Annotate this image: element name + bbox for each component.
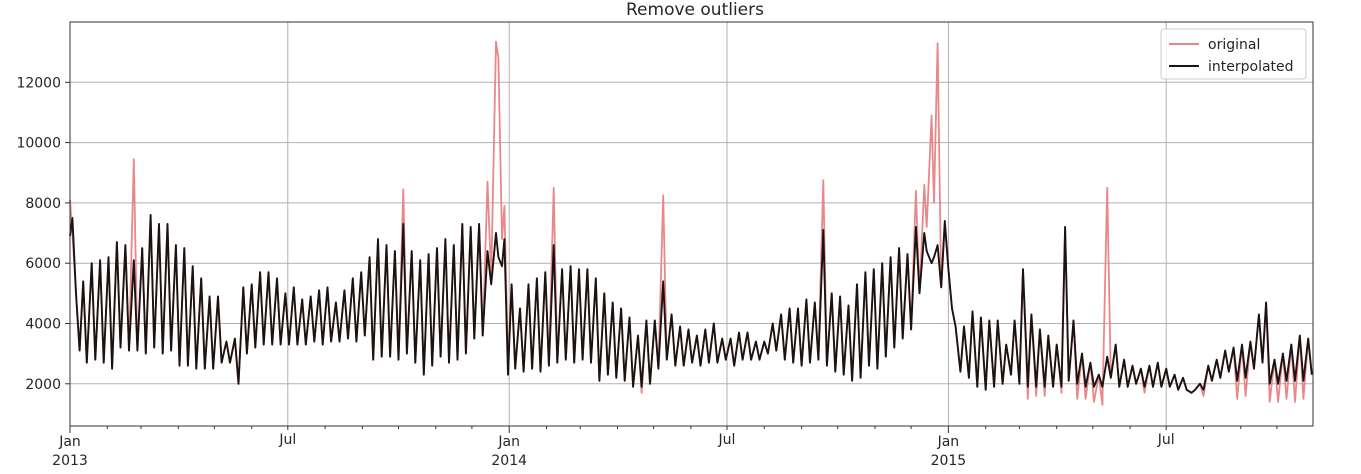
y-tick-label: 12000 <box>16 75 61 91</box>
series-layer <box>69 40 1313 406</box>
x-tick-year-label: 2014 <box>491 453 527 469</box>
series-line-interpolated <box>69 214 1313 394</box>
axes: 2000 4000 6000 8000 10000 12000 Jan 2013 Jul Jan 2… <box>16 75 1278 469</box>
x-tick-label: Jul <box>1157 432 1175 448</box>
x-tick-label: Jan <box>937 434 960 450</box>
chart-title: Remove outliers <box>626 0 764 20</box>
y-tick-label: 4000 <box>25 316 61 332</box>
legend-label-original: original <box>1208 37 1260 53</box>
x-tick-label: Jan <box>497 434 520 450</box>
y-tick-label: 8000 <box>25 196 61 212</box>
y-tick-label: 6000 <box>25 256 61 272</box>
x-tick-label: Jul <box>718 432 736 448</box>
plot-frame <box>69 21 1314 427</box>
x-tick-year-label: 2013 <box>52 453 88 469</box>
legend: original interpolated <box>1160 28 1307 80</box>
y-tick-label: 10000 <box>16 136 61 152</box>
x-tick-year-label: 2015 <box>931 453 967 469</box>
legend-label-interpolated: interpolated <box>1208 59 1294 75</box>
x-tick-label: Jul <box>278 432 296 448</box>
grid <box>69 22 1313 426</box>
y-tick-label: 2000 <box>25 377 61 393</box>
x-tick-label: Jan <box>58 434 81 450</box>
